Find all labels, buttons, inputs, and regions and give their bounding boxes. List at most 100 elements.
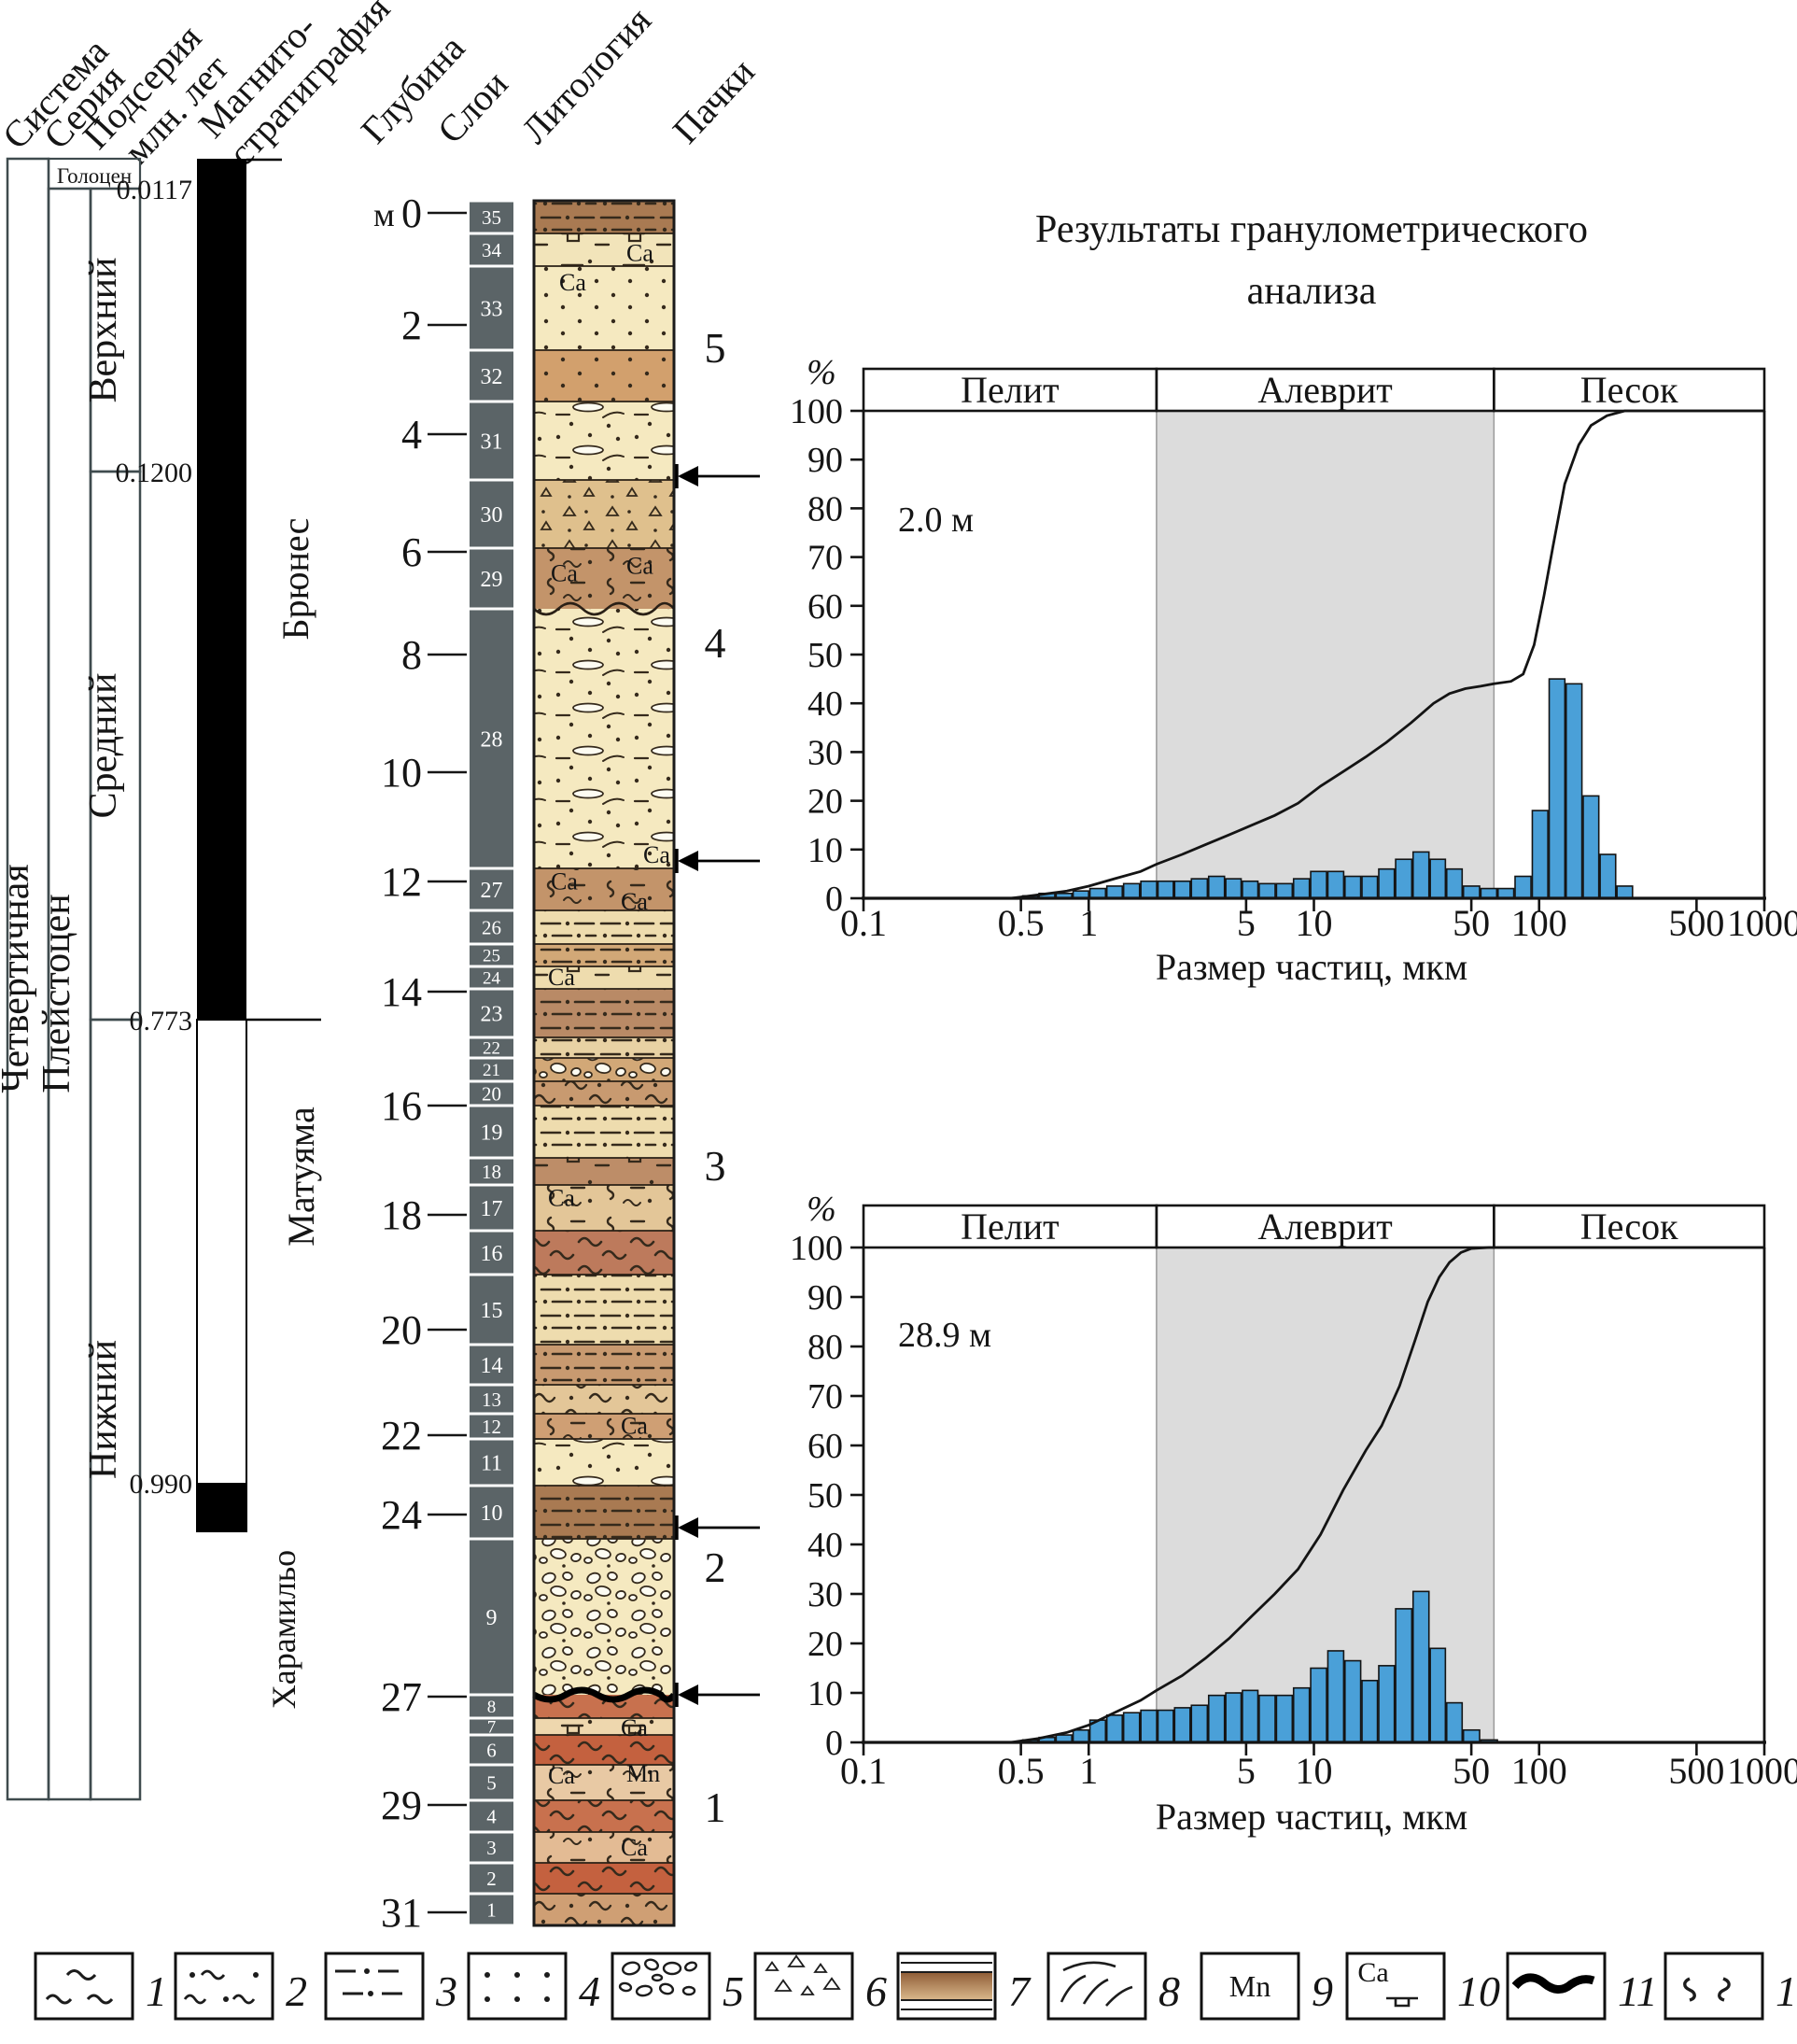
layer-box bbox=[470, 1864, 513, 1893]
histogram-bar bbox=[1514, 875, 1532, 899]
litho-annotation-Ca: Ca bbox=[548, 1762, 575, 1789]
y-tick-label: 70 bbox=[807, 1377, 843, 1417]
histogram-bar bbox=[1157, 880, 1174, 899]
layer-box bbox=[470, 1696, 513, 1717]
histogram-bar bbox=[1462, 1728, 1481, 1743]
dot bbox=[190, 1972, 195, 1978]
depth-tick-label: 4 bbox=[401, 412, 422, 458]
zone-header-box bbox=[1493, 367, 1766, 413]
layer-number: 13 bbox=[482, 1389, 501, 1411]
depth-tick-label: 20 bbox=[381, 1307, 422, 1353]
layer-number: 32 bbox=[481, 365, 503, 389]
layer-number: 14 bbox=[481, 1354, 503, 1378]
litho-pattern-10 bbox=[534, 1486, 674, 1539]
dot bbox=[484, 1972, 490, 1978]
histogram-bar bbox=[1258, 882, 1276, 899]
packet-number-5: 5 bbox=[705, 324, 726, 372]
histogram-bar bbox=[1207, 1694, 1226, 1743]
litho-pattern-12 bbox=[534, 1414, 674, 1439]
layer-number: 18 bbox=[482, 1161, 501, 1183]
legend-number-2: 2 bbox=[286, 1967, 307, 2015]
litho-pattern-26 bbox=[534, 910, 674, 944]
litho-pattern-32 bbox=[534, 350, 674, 402]
histogram-bar bbox=[1072, 1728, 1089, 1743]
litho-pattern-28 bbox=[534, 609, 674, 868]
chart2-sample-depth-label: 28.9 м bbox=[898, 1316, 992, 1355]
x-tick-label: 50 bbox=[1453, 902, 1490, 944]
legend-box-4 bbox=[467, 1952, 568, 2021]
litho-pattern-20 bbox=[534, 1081, 674, 1106]
histogram-bar bbox=[1599, 853, 1617, 899]
layer-box bbox=[470, 1415, 513, 1438]
litho-pattern-9 bbox=[534, 1539, 674, 1695]
histogram-bar bbox=[1395, 858, 1413, 899]
pebble bbox=[621, 1961, 641, 1976]
depth-tick-label: 27 bbox=[381, 1674, 422, 1720]
zone-header-label-2: Песок bbox=[1580, 369, 1678, 411]
layer-box bbox=[470, 1346, 513, 1384]
wave-mark bbox=[86, 1994, 114, 2005]
layer-box bbox=[470, 234, 513, 265]
histogram-bar bbox=[1242, 1689, 1259, 1743]
litho-annotation-Ca: Ca bbox=[621, 1834, 648, 1861]
histogram-bar bbox=[1327, 870, 1345, 899]
y-axis-unit: % bbox=[807, 353, 836, 392]
y-axis-unit: % bbox=[807, 1190, 836, 1229]
zone-header-label-1: Алеврит bbox=[1257, 1205, 1392, 1248]
legend-box-10 bbox=[1345, 1952, 1446, 2021]
layer-number: 4 bbox=[486, 1805, 497, 1827]
layer-number: 20 bbox=[482, 1082, 501, 1105]
chart1-xaxis-title: Размер частиц, мкм bbox=[1155, 946, 1468, 988]
litho-pattern-24 bbox=[534, 966, 674, 989]
depth-tick-label: 2 bbox=[401, 303, 422, 348]
wave-mark bbox=[45, 1994, 73, 2005]
layer-number: 24 bbox=[483, 969, 501, 989]
layer-box bbox=[470, 967, 513, 988]
litho-annotation-Mn: Mn bbox=[626, 1760, 660, 1787]
layer-box bbox=[470, 911, 513, 943]
histogram-bar bbox=[1275, 1694, 1294, 1743]
litho-annotation-Ca: Ca bbox=[626, 240, 653, 267]
litho-pattern-19 bbox=[534, 1106, 674, 1158]
layer-box bbox=[470, 1801, 513, 1831]
dot bbox=[364, 1968, 370, 1974]
y-tick-label: 40 bbox=[807, 1526, 843, 1565]
chart1-sample-depth-label: 2.0 м bbox=[898, 500, 975, 540]
pebble bbox=[618, 1981, 633, 1993]
layer-number: 10 bbox=[481, 1501, 503, 1526]
histogram-bar bbox=[1361, 1679, 1379, 1743]
litho-annotation-Ca: Ca bbox=[559, 269, 586, 296]
layer-box bbox=[470, 990, 513, 1036]
depth-tick-label: 18 bbox=[381, 1192, 422, 1238]
crossbed-line bbox=[1105, 1985, 1133, 2007]
zone-header-box bbox=[1493, 1204, 1766, 1249]
x-tick-label: 50 bbox=[1453, 1750, 1490, 1792]
cumulative-curve bbox=[1010, 409, 1764, 900]
sample-arrow-head bbox=[678, 851, 698, 871]
paleosol-band bbox=[901, 1972, 992, 2000]
y-tick-label: 100 bbox=[790, 1229, 843, 1268]
litho-pattern-1 bbox=[534, 1894, 674, 1925]
pebble bbox=[662, 1961, 682, 1976]
legend-number-7: 7 bbox=[1008, 1967, 1032, 2015]
layer-number: 9 bbox=[486, 1606, 498, 1630]
y-tick-label: 100 bbox=[790, 392, 843, 431]
manganese-symbol: Mn bbox=[1229, 1969, 1271, 2003]
histogram-bar bbox=[1157, 1709, 1174, 1743]
histogram-bar bbox=[1582, 795, 1600, 899]
legend-number-9: 9 bbox=[1312, 1967, 1333, 2015]
layer-box bbox=[470, 1719, 513, 1734]
layer-box bbox=[470, 1276, 513, 1344]
chron-label-normal: Харамильо bbox=[265, 1550, 302, 1709]
pebble bbox=[681, 1985, 696, 1996]
litho-pattern-23 bbox=[534, 989, 674, 1037]
depth-tick-label: 6 bbox=[401, 529, 422, 575]
sample-arrow-head bbox=[678, 466, 698, 486]
subseries-label-1: Средний bbox=[82, 673, 125, 819]
depth-tick-label: 14 bbox=[381, 969, 422, 1015]
y-tick-label: 20 bbox=[807, 782, 843, 822]
layer-number: 19 bbox=[481, 1121, 503, 1145]
seriya-label: Плейстоцен bbox=[35, 894, 78, 1092]
pebble bbox=[644, 1958, 659, 1971]
layer-number: 28 bbox=[481, 727, 503, 752]
